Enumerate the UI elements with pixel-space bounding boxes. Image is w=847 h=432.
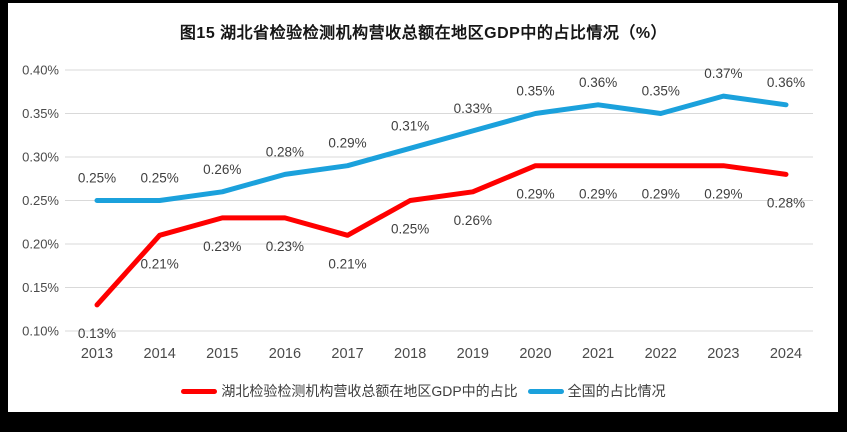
legend-label-hubei: 湖北检验检测机构营收总额在地区GDP中的占比 <box>221 383 518 399</box>
x-axis-tick: 2017 <box>331 346 363 362</box>
x-axis-tick: 2016 <box>269 346 301 362</box>
x-axis-tick: 2024 <box>770 346 802 362</box>
legend-item-national: 全国的占比情况 <box>527 381 666 401</box>
data-label-hubei: 0.23% <box>266 239 304 254</box>
series-line-hubei <box>94 163 789 308</box>
data-label-national: 0.25% <box>78 171 116 186</box>
y-axis-tick: 0.25% <box>22 193 59 208</box>
data-label-hubei: 0.21% <box>140 256 178 271</box>
y-axis-tick: 0.20% <box>22 237 59 252</box>
data-label-national: 0.25% <box>140 171 178 186</box>
y-axis-tick: 0.40% <box>22 63 59 78</box>
y-axis-tick: 0.15% <box>22 280 59 295</box>
data-label-hubei: 0.29% <box>704 187 742 202</box>
data-label-hubei: 0.25% <box>391 222 429 237</box>
data-label-national: 0.35% <box>642 84 680 99</box>
x-axis-tick: 2013 <box>81 346 113 362</box>
chart-title: 图15 湖北省检验检测机构营收总额在地区GDP中的占比情况（%） <box>179 25 668 42</box>
data-label-national: 0.31% <box>391 118 429 133</box>
legend-swatch-hubei-red-line-icon <box>181 388 218 394</box>
y-axis-tick: 0.30% <box>22 150 59 165</box>
data-label-hubei: 0.13% <box>78 326 116 341</box>
data-label-national: 0.35% <box>516 84 554 99</box>
x-axis-tick: 2022 <box>645 346 677 362</box>
x-axis-tick: 2014 <box>144 346 176 362</box>
y-axis-tick: 0.10% <box>22 324 59 339</box>
chart-legend: 湖北检验检测机构营收总额在地区GDP中的占比 全国的占比情况 <box>0 381 847 401</box>
data-label-hubei: 0.28% <box>767 195 805 210</box>
x-axis-tick: 2023 <box>707 346 739 362</box>
data-label-national: 0.37% <box>704 66 742 81</box>
data-label-national: 0.36% <box>579 75 617 90</box>
series-line-national <box>94 93 789 203</box>
data-label-hubei: 0.29% <box>642 187 680 202</box>
x-axis-tick: 2019 <box>457 346 489 362</box>
data-label-national: 0.29% <box>328 136 366 151</box>
legend-item-hubei: 湖北检验检测机构营收总额在地区GDP中的占比 <box>181 381 518 401</box>
data-label-national: 0.26% <box>203 162 241 177</box>
x-axis-tick: 2015 <box>206 346 238 362</box>
data-label-hubei: 0.29% <box>516 187 554 202</box>
legend-swatch-national-blue-line-icon <box>527 388 564 394</box>
x-axis-tick: 2020 <box>519 346 551 362</box>
data-label-hubei: 0.29% <box>579 187 617 202</box>
x-axis-tick: 2018 <box>394 346 426 362</box>
data-label-hubei: 0.21% <box>328 256 366 271</box>
data-label-national: 0.33% <box>454 101 492 116</box>
data-label-hubei: 0.23% <box>203 239 241 254</box>
data-label-hubei: 0.26% <box>454 213 492 228</box>
y-axis-tick: 0.35% <box>22 106 59 121</box>
x-axis-tick: 2021 <box>582 346 614 362</box>
legend-label-national: 全国的占比情况 <box>567 383 666 399</box>
chart-background <box>8 3 838 412</box>
data-label-national: 0.28% <box>266 144 304 159</box>
data-label-national: 0.36% <box>767 75 805 90</box>
